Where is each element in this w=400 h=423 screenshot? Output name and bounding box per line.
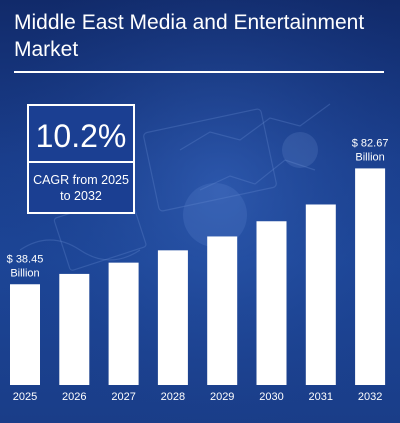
x-tick-label-2028: 2028 (161, 391, 185, 403)
bar-2028 (157, 250, 188, 385)
title-divider (14, 71, 384, 73)
cagr-callout: 10.2% CAGR from 2025 to 2032 (27, 104, 135, 214)
cagr-separator (29, 161, 133, 163)
bar-2029 (207, 236, 238, 385)
x-tick-label-2030: 2030 (259, 391, 283, 403)
chart-title: Middle East Media and Entertainment Mark… (14, 11, 365, 61)
data-label-2032-line-2: Billion (355, 151, 384, 163)
bar-2030 (256, 221, 287, 385)
bar-2026 (59, 273, 90, 385)
x-tick-label-2032: 2032 (358, 391, 382, 403)
x-tick-label-2025: 2025 (13, 391, 37, 403)
bar-2032 (355, 168, 386, 385)
x-tick-label-2031: 2031 (309, 391, 333, 403)
cagr-value: 10.2% (35, 118, 127, 154)
bar-2025 (10, 284, 40, 385)
data-label-2025-line-2: Billion (10, 267, 39, 279)
bar-2031 (305, 204, 336, 385)
data-label-2032-line-1: $ 82.67 (352, 137, 389, 149)
x-tick-label-2027: 2027 (111, 391, 135, 403)
x-tick-label-2026: 2026 (62, 391, 86, 403)
bar-2027 (108, 262, 139, 385)
data-label-2025-line-1: $ 38.45 (7, 253, 44, 265)
x-tick-label-2029: 2029 (210, 391, 234, 403)
cagr-label: CAGR from 2025 to 2032 (33, 173, 129, 203)
